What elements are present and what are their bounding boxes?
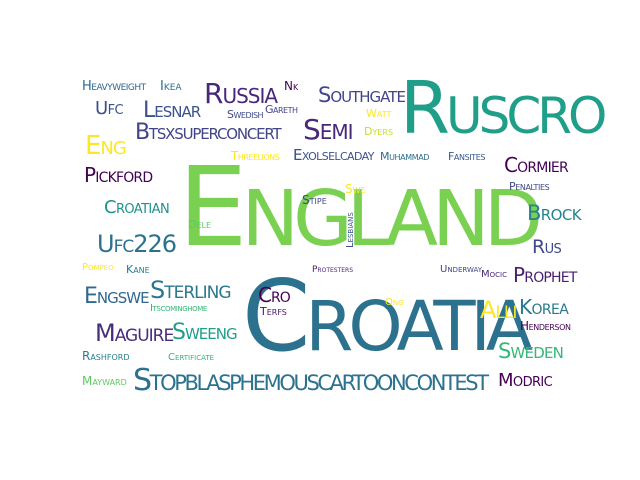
word-ikea: Ikea — [160, 79, 182, 94]
word-ufc: Ufc — [95, 98, 124, 119]
word-stopblasphemouscartooncontest: Stopblasphemouscartooncontest — [133, 363, 489, 398]
word-lesbians: Lesbians — [345, 212, 356, 248]
word-fansites: Fansites — [448, 150, 486, 163]
word-semi: Semi — [303, 113, 354, 146]
word-modric: Modric — [498, 370, 553, 391]
word-watt: Watt — [366, 107, 392, 120]
word-muhammad: Muhammad — [380, 150, 430, 163]
word-ufc226: Ufc226 — [97, 230, 177, 258]
word-rus: Rus — [532, 236, 562, 258]
word-brock: Brock — [527, 201, 582, 225]
word-stipe: Stipe — [302, 193, 327, 207]
word-prophet: Prophet — [513, 263, 577, 287]
word-lesnar: Lesnar — [143, 98, 201, 123]
word-kane: Kane — [126, 263, 150, 276]
word-pickford: Pickford — [84, 163, 153, 187]
word-certificate: Certificate — [168, 352, 215, 363]
word-swedish: Swedish — [227, 108, 264, 121]
word-btsxsuperconcert: Btsxsuperconcert — [135, 120, 282, 145]
word-sweden: Sweden — [498, 339, 564, 363]
word-sweeng: Sweeng — [172, 320, 238, 345]
word-swe: Swe — [345, 182, 366, 196]
word-engswe: Engswe — [84, 284, 150, 309]
word-itscominghome: Itscominghome — [150, 303, 207, 314]
word-rashford: Rashford — [82, 349, 130, 363]
word-exolselcaday: Exolselcaday — [293, 146, 374, 164]
word-ong: Ong — [385, 297, 404, 308]
word-nk: Nk — [284, 79, 299, 93]
word-alli: Alli — [480, 296, 517, 324]
word-england: England — [178, 143, 543, 271]
word-mayward: Mayward — [82, 374, 127, 388]
word-dyers: Dyers — [364, 125, 394, 138]
word-gareth: Gareth — [265, 103, 298, 116]
word-henderson: Henderson — [520, 319, 571, 333]
word-sterling: Sterling — [150, 276, 232, 304]
word-russia: Russia — [204, 77, 278, 110]
word-croatia: Croatia — [242, 260, 533, 374]
word-protesters: Protesters — [312, 265, 354, 275]
word-ruscro: Ruscro — [400, 66, 607, 150]
word-mocic: Mocic — [481, 269, 507, 280]
word-croatian: Croatian — [104, 197, 170, 218]
word-dele: Dele — [188, 218, 212, 231]
word-cormier: Cormier — [504, 153, 569, 177]
word-eng: Eng — [85, 131, 127, 161]
word-underway: Underway — [440, 264, 483, 275]
word-korea: Korea — [519, 295, 569, 319]
word-terfs: Terfs — [260, 305, 287, 318]
word-southgate: Southgate — [318, 83, 406, 107]
word-maguire: Maguire — [95, 319, 174, 347]
word-heavyweight: Heavyweight — [82, 79, 146, 94]
word-threelions: Threelions — [231, 149, 280, 163]
word-pompeo: Pompeo — [82, 262, 114, 273]
word-cro: Cro — [258, 283, 291, 307]
word-penalties: Penalties — [509, 180, 550, 193]
